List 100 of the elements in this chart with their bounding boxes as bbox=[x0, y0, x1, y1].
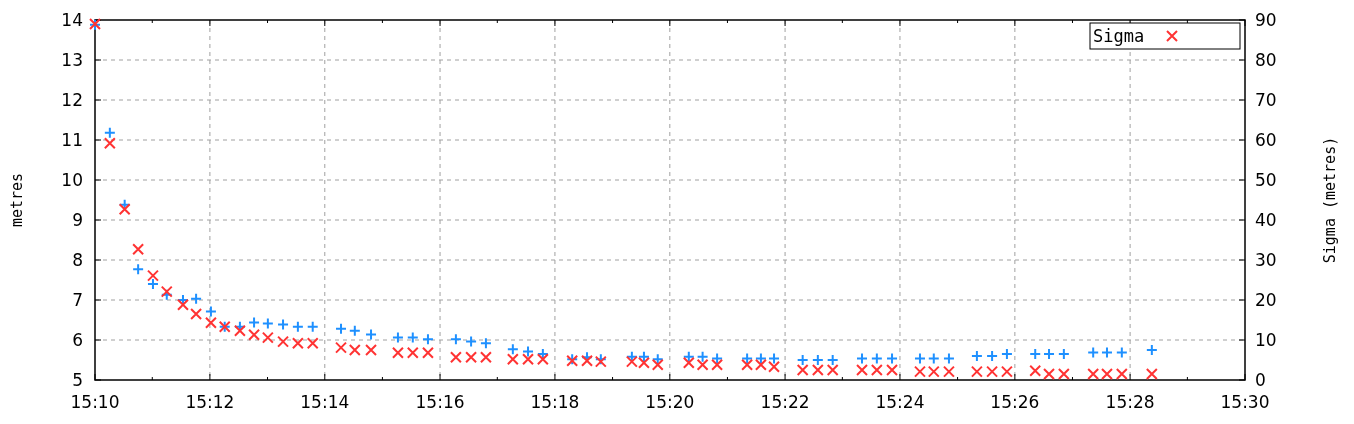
x-tick-label: 15:30 bbox=[1220, 392, 1270, 412]
point bbox=[651, 358, 664, 371]
y-tick-label: 8 bbox=[72, 249, 83, 270]
point bbox=[856, 364, 869, 376]
point bbox=[103, 126, 116, 139]
point bbox=[625, 350, 638, 363]
point bbox=[204, 316, 217, 329]
point bbox=[449, 333, 462, 346]
x-tick-label: 15:20 bbox=[645, 392, 695, 412]
point bbox=[826, 364, 839, 376]
point bbox=[146, 269, 159, 282]
y2-tick-label: 30 bbox=[1255, 249, 1277, 270]
point bbox=[1029, 348, 1042, 360]
legend: Sigma bbox=[1089, 22, 1241, 50]
point bbox=[1145, 368, 1158, 380]
point bbox=[1115, 368, 1128, 380]
point bbox=[190, 292, 203, 305]
point bbox=[365, 328, 378, 341]
point bbox=[768, 352, 781, 365]
y-tick-label: 11 bbox=[61, 129, 83, 150]
point bbox=[522, 353, 535, 366]
x-tick-label: 15:24 bbox=[875, 392, 925, 412]
point bbox=[291, 320, 304, 333]
y-tick-label: 14 bbox=[61, 9, 83, 30]
point bbox=[506, 343, 519, 356]
point bbox=[970, 350, 983, 362]
point bbox=[682, 350, 695, 363]
y2-axis-title: Sigma (metres) bbox=[1321, 136, 1339, 264]
y2-tick-label: 50 bbox=[1255, 169, 1277, 190]
point bbox=[826, 354, 839, 366]
point bbox=[696, 358, 709, 371]
y-tick-label: 9 bbox=[72, 209, 83, 230]
point bbox=[421, 333, 434, 346]
point bbox=[811, 354, 824, 366]
point bbox=[942, 365, 955, 378]
point bbox=[870, 364, 883, 376]
y-tick-label: 13 bbox=[61, 49, 83, 70]
point bbox=[406, 331, 419, 344]
y-tick-label: 7 bbox=[72, 289, 83, 310]
x-tick-label: 15:10 bbox=[70, 392, 120, 412]
point bbox=[1029, 364, 1042, 377]
point bbox=[291, 337, 304, 350]
y2-tick-label: 80 bbox=[1255, 49, 1277, 70]
point bbox=[132, 263, 145, 276]
x-tick-label: 15:18 bbox=[530, 392, 580, 412]
point bbox=[421, 346, 434, 359]
point bbox=[870, 352, 883, 365]
point bbox=[479, 337, 492, 350]
point bbox=[306, 320, 319, 333]
y-tick-label: 5 bbox=[72, 369, 83, 390]
point bbox=[248, 328, 261, 341]
point bbox=[118, 203, 131, 216]
point bbox=[261, 317, 274, 330]
point bbox=[248, 316, 261, 329]
point bbox=[365, 344, 378, 356]
point bbox=[465, 335, 478, 348]
y2-tick-label: 0 bbox=[1255, 369, 1266, 390]
point bbox=[190, 308, 203, 320]
point bbox=[406, 346, 419, 359]
y2-tick-label: 70 bbox=[1255, 89, 1277, 110]
point bbox=[204, 305, 217, 318]
point bbox=[696, 350, 709, 363]
point bbox=[146, 278, 159, 290]
y-tick-label: 12 bbox=[61, 89, 83, 110]
point bbox=[711, 358, 724, 371]
x-tick-label: 15:12 bbox=[185, 392, 235, 412]
point bbox=[970, 365, 983, 378]
point bbox=[335, 341, 348, 354]
point bbox=[796, 354, 809, 366]
x-tick-label: 15:26 bbox=[990, 392, 1040, 412]
point bbox=[682, 356, 695, 369]
point bbox=[1043, 368, 1056, 380]
point bbox=[132, 243, 145, 256]
point bbox=[348, 324, 361, 337]
point bbox=[391, 346, 404, 359]
point bbox=[306, 337, 319, 350]
y2-tick-label: 20 bbox=[1255, 289, 1277, 310]
x-tick-label: 15:22 bbox=[760, 392, 810, 412]
point bbox=[927, 352, 940, 365]
point bbox=[277, 335, 290, 348]
y2-tick-label: 60 bbox=[1255, 129, 1277, 150]
point bbox=[1057, 368, 1070, 380]
point bbox=[1145, 344, 1158, 356]
point bbox=[886, 352, 899, 365]
point bbox=[391, 331, 404, 344]
x-tick-label: 15:16 bbox=[415, 392, 465, 412]
x-tick-label: 15:14 bbox=[300, 392, 350, 412]
point bbox=[176, 298, 189, 311]
y-tick-label: 6 bbox=[72, 329, 83, 350]
y2-tick-label: 90 bbox=[1255, 9, 1277, 30]
point bbox=[796, 364, 809, 376]
point bbox=[506, 353, 519, 366]
point bbox=[986, 365, 999, 378]
point bbox=[348, 344, 361, 356]
y2-tick-label: 40 bbox=[1255, 209, 1277, 230]
y2-tick-label: 10 bbox=[1255, 329, 1277, 350]
point bbox=[1000, 348, 1013, 360]
point bbox=[449, 351, 462, 364]
point bbox=[1000, 365, 1013, 378]
point bbox=[1115, 346, 1128, 359]
